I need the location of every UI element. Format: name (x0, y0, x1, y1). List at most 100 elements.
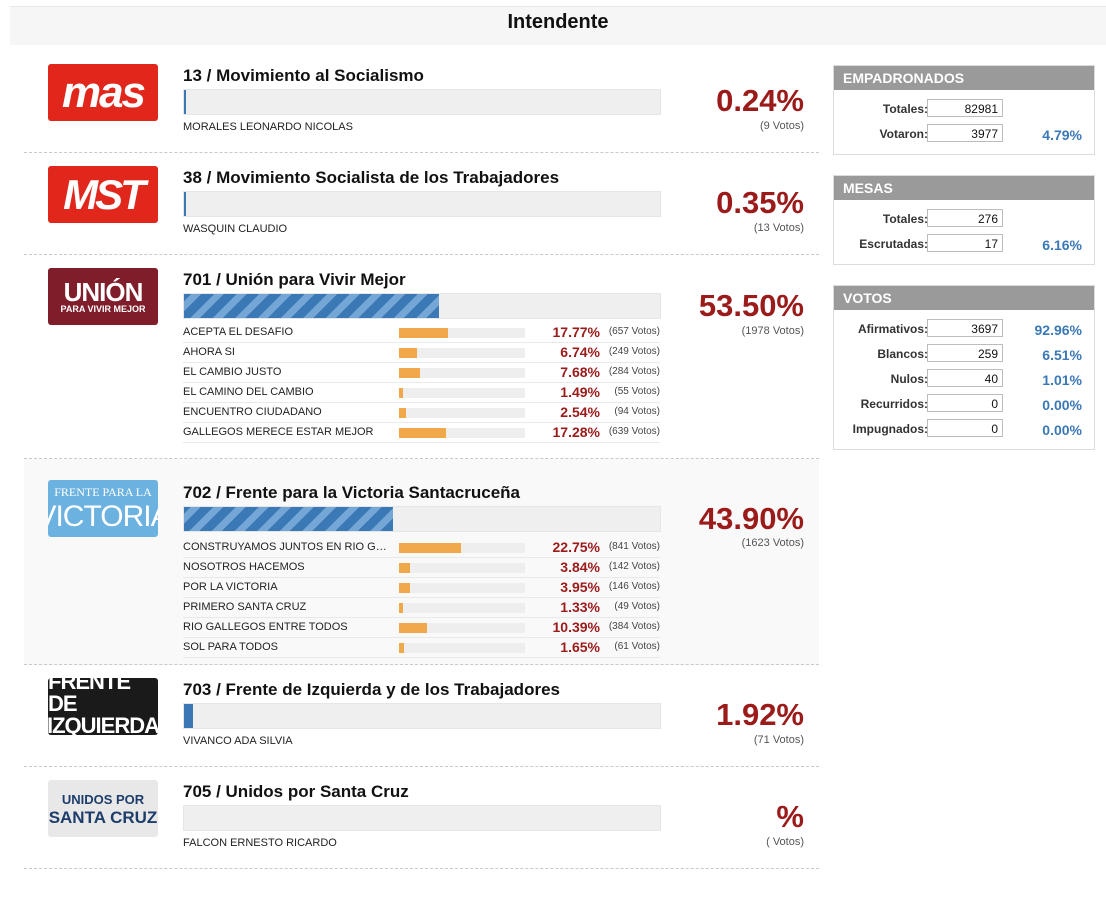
panel-row: Impugnados: 0 0.00% (834, 416, 1094, 441)
panel-row-value: 3977 (927, 124, 1003, 142)
sublist-vote-count: (639 Votos) (608, 426, 660, 437)
sublist-row: EL CAMINO DEL CAMBIO 1.49% (55 Votos) (183, 383, 660, 403)
logo-sub-text: IZQUIERDA (48, 712, 158, 735)
sublist-percentage: 10.39% (552, 619, 600, 635)
candidate-name: VIVANCO ADA SILVIA (183, 735, 293, 747)
sublist-progress-track (399, 563, 525, 573)
logo-main-text: mas (61, 67, 146, 117)
panel-row-value: 0 (927, 419, 1003, 437)
sublist-progress-track (399, 603, 525, 613)
sublist-progress-fill (399, 583, 410, 593)
sublist-vote-count: (49 Votos) (614, 601, 660, 612)
sublist-progress-track (399, 408, 525, 418)
sublist-row: ACEPTA EL DESAFIO 17.77% (657 Votos) (183, 323, 660, 343)
panel-body: Totales: 276 Escrutadas: 17 6.16% (834, 200, 1094, 264)
party-progress-fill (184, 192, 186, 216)
sublist-name: EL CAMBIO JUSTO (183, 366, 282, 378)
party-progress-track (183, 191, 661, 217)
sublist-progress-fill (399, 543, 462, 553)
party-vote-count: (13 Votos) (753, 222, 804, 234)
sublist-name: RIO GALLEGOS ENTRE TODOS (183, 621, 348, 633)
sublist-progress-track (399, 368, 525, 378)
sublist-name: SOL PARA TODOS (183, 641, 278, 653)
sublist-percentage: 6.74% (560, 344, 600, 360)
sublist-name: EL CAMINO DEL CAMBIO (183, 386, 314, 398)
candidate-name: WASQUIN CLAUDIO (183, 223, 288, 235)
party-progress-fill (184, 90, 186, 114)
sublist-name: AHORA SI (183, 346, 235, 358)
sublist-row: POR LA VICTORIA 3.95% (146 Votos) (183, 578, 660, 598)
sublist-percentage: 22.75% (552, 539, 600, 555)
panel-header: MESAS (834, 176, 1094, 200)
sublist-row: SOL PARA TODOS 1.65% (61 Votos) (183, 638, 660, 658)
sublist-name: CONSTRUYAMOS JUNTOS EN RIO GALLEGOS (183, 541, 393, 553)
party-vote-count: (9 Votos) (759, 120, 804, 132)
party-vote-count: (1978 Votos) (741, 325, 804, 337)
party-progress-fill (184, 507, 393, 531)
sublist-percentage: 1.65% (560, 639, 600, 655)
sublist-progress-track (399, 348, 525, 358)
panel-row-value: 259 (927, 344, 1003, 362)
panel-row-percentage: 1.01% (1042, 372, 1082, 388)
party-results-list: mas 13 / Movimiento al Socialismo MORALES … (24, 51, 819, 869)
panel-row-percentage: 0.00% (1042, 397, 1082, 413)
sublist-progress-fill (399, 563, 410, 573)
party-progress-track (183, 506, 661, 532)
sublist-vote-count: (284 Votos) (608, 366, 660, 377)
sublist-progress-fill (399, 623, 428, 633)
party-row: mas 13 / Movimiento al Socialismo MORALES … (24, 51, 819, 153)
party-percentage: 0.35% (716, 185, 804, 220)
logo-main-text: FRENTE DE (48, 678, 131, 716)
sublist-vote-count: (384 Votos) (608, 621, 660, 632)
sublist-percentage: 17.77% (552, 324, 600, 340)
panel-row: Nulos: 40 1.01% (834, 366, 1094, 391)
sublist-row: ENCUENTRO CIUDADANO 2.54% (94 Votos) (183, 403, 660, 423)
panel-body: Afirmativos: 3697 92.96% Blancos: 259 6.51% Nu… (834, 310, 1094, 449)
sublist-row: NOSOTROS HACEMOS 3.84% (142 Votos) (183, 558, 660, 578)
sublist-progress-fill (399, 328, 448, 338)
sublist-name: GALLEGOS MERECE ESTAR MEJOR (183, 426, 374, 438)
logo-main-text: SANTA CRUZ (48, 807, 158, 827)
party-name: 13 / Movimiento al Socialismo (183, 66, 424, 85)
party-progress-track (183, 805, 661, 831)
party-progress-fill (184, 704, 194, 728)
panel-body: Totales: 82981 Votaron: 3977 4.79% (834, 90, 1094, 154)
sublist-vote-count: (55 Votos) (614, 386, 660, 397)
party-percentage: 0.24% (716, 83, 804, 118)
sublist-name: ACEPTA EL DESAFIO (183, 326, 294, 338)
party-logo: FRENTE DEIZQUIERDAY DE LOS TRABAJADORES (48, 678, 158, 735)
panel-row-value: 0 (927, 394, 1003, 412)
sublist-percentage: 1.33% (560, 599, 600, 615)
party-name: 701 / Unión para Vivir Mejor (183, 270, 406, 289)
panel-row-label: Escrutadas: (859, 237, 928, 251)
panel-row-percentage: 92.96% (1034, 322, 1082, 338)
sublist-progress-track (399, 583, 525, 593)
panel-row: Afirmativos: 3697 92.96% (834, 316, 1094, 341)
sublist-percentage: 1.49% (560, 384, 600, 400)
panel-row: Recurridos: 0 0.00% (834, 391, 1094, 416)
panel-row-value: 276 (927, 209, 1003, 227)
panel-row-value: 82981 (927, 99, 1003, 117)
sublist-name: POR LA VICTORIA (183, 581, 278, 593)
sublist-vote-count: (249 Votos) (608, 346, 660, 357)
logo-sub-text: UNIDOS POR (61, 791, 145, 807)
page-title: Intendente (507, 11, 609, 33)
panel-row-label: Nulos: (890, 372, 928, 386)
sublist-vote-count: (142 Votos) (608, 561, 660, 572)
panel-row-percentage: 4.79% (1042, 127, 1082, 143)
panel-row-label: Recurridos: (860, 397, 928, 411)
sublist-row: PRIMERO SANTA CRUZ 1.33% (49 Votos) (183, 598, 660, 618)
panel-row: Totales: 276 (834, 206, 1094, 231)
party-logo: mas (48, 64, 158, 121)
sublist-progress-fill (399, 388, 404, 398)
sublist-progress-fill (399, 408, 406, 418)
panel-header: EMPADRONADOS (834, 66, 1094, 90)
panel-row: Escrutadas: 17 6.16% (834, 231, 1094, 256)
logo-sub-text: PARA VIVIR MEJOR (60, 304, 146, 314)
party-logo: MST (48, 166, 158, 223)
party-progress-track (183, 293, 661, 319)
panel-row-label: Impugnados: (852, 422, 928, 436)
party-progress-track (183, 703, 661, 729)
sublist-percentage: 17.28% (552, 424, 600, 440)
